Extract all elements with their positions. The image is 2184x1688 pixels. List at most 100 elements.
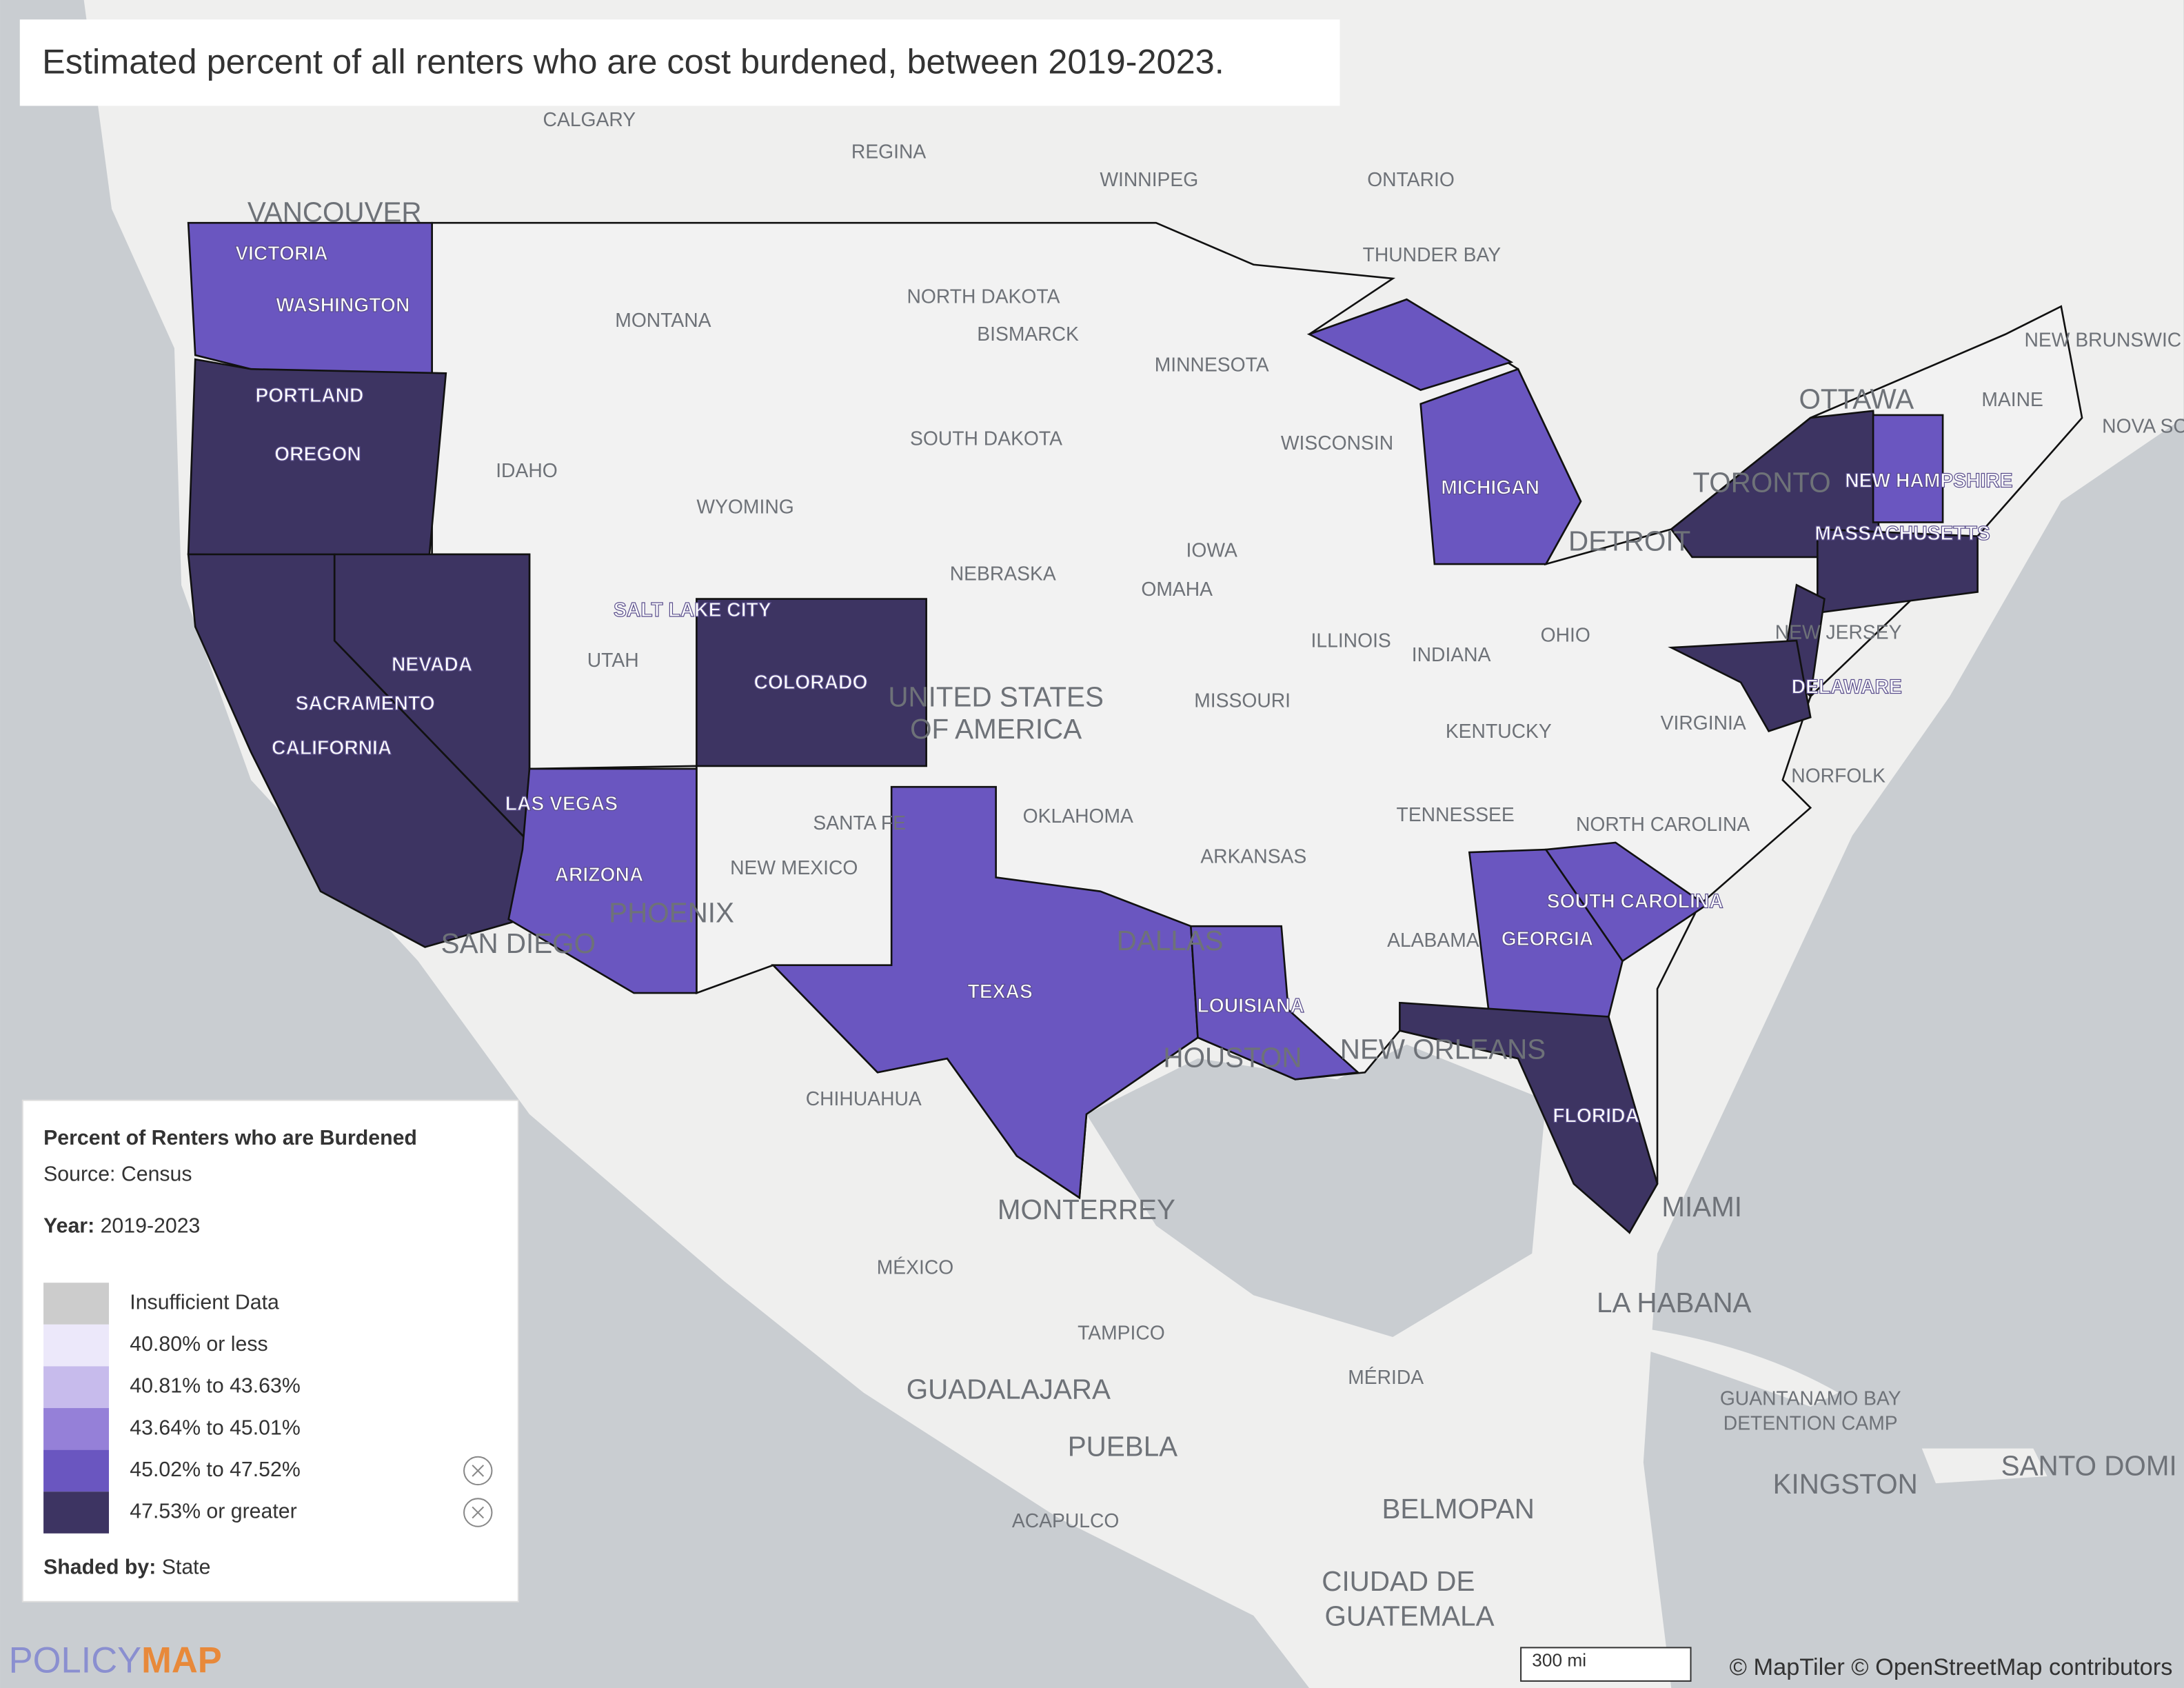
map-label: DETROIT	[1568, 525, 1690, 556]
year-label: Year:	[43, 1214, 94, 1237]
legend-title: Percent of Renters who are Burdened	[43, 1127, 417, 1149]
map-label: DELAWARE	[1792, 675, 1902, 697]
map-label: NORTH CAROLINA	[1576, 813, 1750, 835]
state	[771, 785, 1199, 1200]
state	[1668, 639, 1812, 732]
legend-source: Source: Census	[43, 1163, 192, 1186]
map-label: MASSACHUSETTS	[1814, 522, 1990, 544]
state	[1190, 925, 1360, 1081]
map-label: MICHIGAN	[1441, 476, 1539, 498]
map-label: WISCONSIN	[1281, 432, 1393, 454]
map-label: ONTARIO	[1367, 168, 1455, 190]
map-label: OTTAWA	[1799, 383, 1914, 414]
legend-year: Year: 2019-2023	[43, 1214, 200, 1237]
map-label: WYOMING	[696, 496, 793, 518]
map-label: WINNIPEG	[1100, 168, 1198, 190]
map-label: ARKANSAS	[1200, 845, 1306, 867]
map-label: GEORGIA	[1502, 927, 1594, 950]
remove-icon	[472, 1465, 485, 1477]
state	[1306, 298, 1582, 565]
map-label: NEW MEXICO	[730, 856, 858, 878]
map-label: GUATEMALA	[1324, 1600, 1494, 1632]
map-label: OREGON	[274, 443, 361, 465]
map-label: BISMARCK	[977, 323, 1079, 345]
map-label: SALT LAKE CITY	[614, 599, 771, 621]
states	[187, 221, 2083, 1235]
map-label: IDAHO	[496, 459, 558, 481]
map-label: CALGARY	[543, 108, 636, 130]
map-label: DETENTION CAMP	[1723, 1412, 1898, 1434]
map-label: NEW JERSEY	[1775, 621, 1902, 643]
map-label: DALLAS	[1117, 925, 1224, 956]
map-label: OHIO	[1541, 624, 1590, 646]
map-label: ARIZONA	[555, 863, 644, 885]
legend-swatch	[43, 1283, 110, 1325]
map-label: PUEBLA	[1068, 1430, 1177, 1462]
map-label: REGINA	[851, 141, 927, 163]
map-label: ACAPULCO	[1012, 1509, 1120, 1531]
map-label: CIUDAD DE	[1322, 1565, 1475, 1597]
map-label: MAINE	[1981, 388, 2043, 410]
map-label: SOUTH CAROLINA	[1547, 890, 1723, 912]
legend-swatch	[43, 1408, 110, 1450]
map-label: GUADALAJARA	[907, 1373, 1111, 1405]
map-label: ILLINOIS	[1311, 630, 1391, 652]
map-label: FLORIDA	[1553, 1104, 1639, 1126]
map-label: COLORADO	[754, 671, 868, 693]
map-label: VICTORIA	[235, 242, 328, 264]
legend-label: 40.80% or less	[130, 1333, 267, 1356]
map-label: OKLAHOMA	[1023, 805, 1133, 827]
state	[1817, 528, 1979, 614]
map-label: LOUISIANA	[1197, 994, 1304, 1016]
logo-second: MAP	[141, 1640, 222, 1681]
title: Estimated percent of all renters who are…	[42, 41, 1224, 81]
map-label: SACRAMENTO	[296, 692, 435, 714]
map-label: NEBRASKA	[950, 563, 1056, 585]
map-label: MONTERREY	[998, 1194, 1175, 1225]
title-box	[19, 19, 1340, 106]
map-label: SANTA FE	[813, 812, 906, 834]
map-label: INDIANA	[1412, 643, 1491, 665]
map-label: MINNESOTA	[1155, 354, 1269, 376]
map-label: CHIHUAHUA	[806, 1087, 922, 1109]
state	[1544, 841, 1708, 963]
map-labels: CALGARY REGINA WINNIPEG ONTARIO THUNDER BAY V…	[235, 108, 2184, 1631]
map-label: NEW ORLEANS	[1340, 1034, 1546, 1065]
legend-swatch	[43, 1491, 110, 1534]
legend-label: 40.81% to 43.63%	[130, 1375, 300, 1398]
map-label: NOVA SC	[2102, 415, 2184, 437]
map-label: NEW BRUNSWIC	[2025, 328, 2182, 350]
legend-shaded: Shaded by: State	[43, 1556, 210, 1578]
remove-icon	[472, 1506, 485, 1519]
legend-label: 47.53% or greater	[130, 1500, 296, 1523]
legend-swatch	[43, 1324, 110, 1367]
scale-label: 300 mi	[1532, 1650, 1586, 1671]
map-label: NEW HAMPSHIRE	[1845, 469, 2012, 491]
map-label: SANTO DOMI	[2001, 1450, 2177, 1482]
map-label: IOWA	[1186, 539, 1237, 561]
map-label: KINGSTON	[1773, 1468, 1918, 1500]
map-label: CALIFORNIA	[272, 736, 392, 758]
state	[1399, 1001, 1659, 1234]
map-label: LA HABANA	[1597, 1287, 1751, 1318]
logo: POLICYMAP	[9, 1640, 222, 1681]
map-label: BELMOPAN	[1382, 1493, 1535, 1525]
map-label: UTAH	[587, 649, 639, 671]
legend-label: 43.64% to 45.01%	[130, 1416, 300, 1439]
legend-swatch	[43, 1366, 110, 1409]
map-label: PORTLAND	[255, 384, 363, 406]
state	[1872, 414, 1944, 523]
map-label: TAMPICO	[1078, 1321, 1165, 1343]
legend: Percent of Renters who are Burdened Sour…	[21, 1099, 519, 1602]
logo-first: POLICY	[9, 1640, 142, 1681]
state	[187, 358, 447, 559]
map-label: LAS VEGAS	[505, 792, 618, 814]
map-label: OMAHA	[1141, 578, 1213, 600]
map-label: HOUSTON	[1163, 1042, 1302, 1074]
map-label: NEVADA	[392, 653, 472, 675]
map-label: SAN DIEGO	[441, 927, 596, 959]
map-label: VANCOUVER	[247, 197, 422, 228]
state	[1468, 848, 1624, 1025]
map-label: MISSOURI	[1194, 689, 1291, 711]
state	[696, 598, 927, 767]
